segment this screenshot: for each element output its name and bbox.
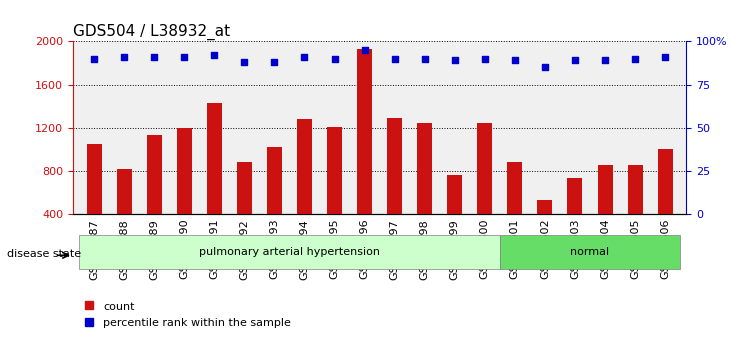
Bar xyxy=(147,135,161,257)
Bar xyxy=(567,178,583,257)
Legend: count, percentile rank within the sample: count, percentile rank within the sample xyxy=(79,297,296,333)
Bar xyxy=(477,123,492,257)
Bar xyxy=(537,200,553,257)
Point xyxy=(299,54,310,60)
Text: disease state: disease state xyxy=(7,249,82,258)
Point xyxy=(539,65,550,70)
Point xyxy=(659,54,671,60)
Point xyxy=(629,56,641,61)
Point xyxy=(509,58,520,63)
Point xyxy=(148,54,160,60)
Point xyxy=(269,59,280,65)
Point xyxy=(118,54,130,60)
FancyBboxPatch shape xyxy=(79,235,500,269)
Point xyxy=(88,56,100,61)
Bar xyxy=(207,103,222,257)
Bar xyxy=(357,49,372,257)
Point xyxy=(419,56,431,61)
Bar xyxy=(507,162,523,257)
Bar xyxy=(177,128,192,257)
Bar xyxy=(417,123,432,257)
Bar xyxy=(387,118,402,257)
Point xyxy=(209,52,220,58)
Bar xyxy=(297,119,312,257)
Text: pulmonary arterial hypertension: pulmonary arterial hypertension xyxy=(199,247,380,257)
Point xyxy=(389,56,401,61)
Point xyxy=(449,58,461,63)
Point xyxy=(358,47,370,53)
Bar xyxy=(117,169,131,257)
FancyBboxPatch shape xyxy=(500,235,680,269)
Point xyxy=(599,58,611,63)
Point xyxy=(178,54,190,60)
Point xyxy=(569,58,581,63)
Bar xyxy=(87,144,101,257)
Bar xyxy=(447,175,462,257)
Bar xyxy=(628,165,642,257)
Bar xyxy=(658,149,672,257)
Bar xyxy=(237,162,252,257)
Text: normal: normal xyxy=(570,247,610,257)
Text: GDS504 / L38932_at: GDS504 / L38932_at xyxy=(73,24,230,40)
Point xyxy=(328,56,340,61)
Point xyxy=(239,59,250,65)
Bar xyxy=(327,127,342,257)
Bar xyxy=(598,165,612,257)
Point xyxy=(479,56,491,61)
Bar xyxy=(267,147,282,257)
